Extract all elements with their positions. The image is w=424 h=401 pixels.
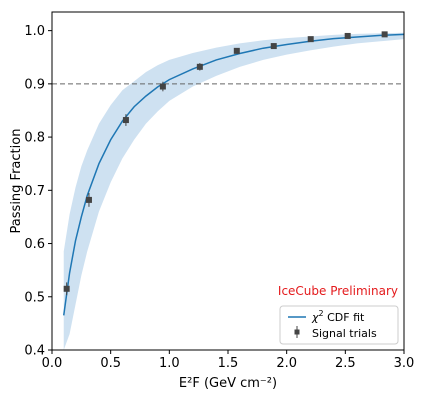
point-marker	[85, 196, 92, 203]
point-marker	[63, 285, 70, 292]
y-tick-label: 0.9	[24, 77, 45, 92]
annotation-text: IceCube Preliminary	[278, 284, 398, 298]
point-marker	[270, 43, 277, 50]
y-axis: 0.4 0.5 0.6 0.7 0.8 0.9 1.0	[24, 24, 52, 359]
x-tick-label: 1.0	[159, 356, 180, 371]
x-axis-label: E²F (GeV cm⁻²)	[179, 376, 277, 391]
x-tick-label: 2.5	[335, 356, 356, 371]
data-point	[381, 31, 388, 38]
legend: χ2 CDF fit Signal trials	[279, 305, 399, 345]
y-tick-label: 0.7	[24, 184, 45, 199]
data-point	[233, 47, 240, 54]
legend-fit-label: χ2 CDF fit	[311, 309, 365, 324]
data-point	[159, 81, 166, 92]
legend-fit-sup: 2	[319, 309, 324, 318]
point-marker	[381, 31, 388, 38]
fit-confidence-band	[63, 32, 404, 350]
data-point	[85, 192, 92, 207]
y-tick-label: 1.0	[24, 24, 45, 39]
x-tick-label: 1.5	[218, 356, 239, 371]
point-marker	[344, 32, 351, 39]
legend-box	[279, 305, 399, 345]
point-marker	[233, 47, 240, 54]
point-marker	[196, 63, 203, 70]
x-tick-label: 2.0	[276, 356, 297, 371]
y-tick-label: 0.8	[24, 131, 45, 146]
y-tick-label: 0.6	[24, 237, 45, 252]
x-tick-label: 0.0	[42, 356, 63, 371]
x-tick-label: 0.5	[100, 356, 121, 371]
data-point	[270, 43, 277, 50]
legend-fit-suffix: CDF fit	[324, 311, 365, 324]
plot-content	[52, 31, 404, 350]
point-marker	[307, 36, 314, 43]
data-point	[307, 36, 314, 43]
legend-trials-swatch	[294, 326, 300, 338]
data-point	[344, 32, 351, 39]
point-marker	[159, 83, 166, 90]
y-axis-label: Passing Fraction	[9, 129, 24, 234]
plot-area	[52, 31, 404, 350]
legend-fit-chi: χ	[311, 311, 319, 324]
legend-trials-label: Signal trials	[312, 327, 377, 340]
data-point	[63, 282, 70, 296]
x-tick-label: 3.0	[394, 356, 415, 371]
data-point	[196, 63, 203, 71]
y-tick-label: 0.4	[24, 344, 45, 359]
x-axis: 0.0 0.5 1.0 1.5 2.0 2.5 3.0	[42, 350, 415, 371]
fit-line	[62, 33, 404, 316]
point-marker	[122, 117, 129, 124]
data-point	[122, 114, 129, 126]
y-tick-label: 0.5	[24, 290, 45, 305]
